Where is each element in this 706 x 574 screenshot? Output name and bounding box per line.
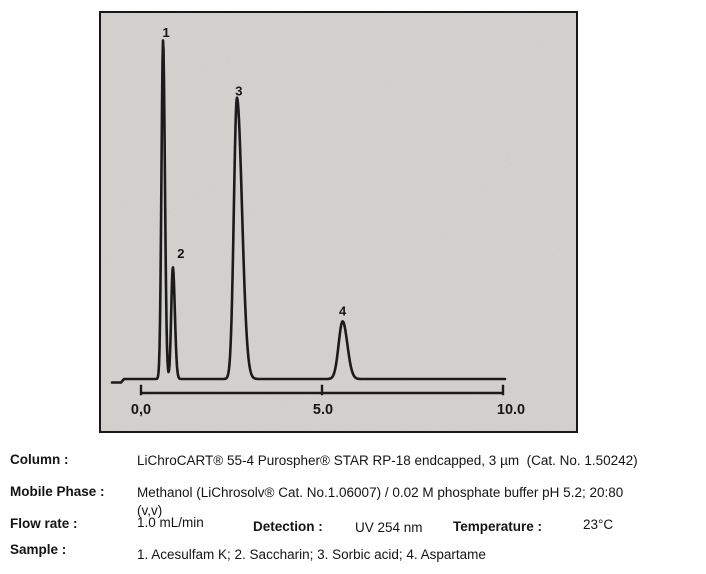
column-label: Column :	[10, 452, 69, 467]
detection-label: Detection :	[253, 519, 323, 534]
x-tick-label-10: 10.0	[497, 402, 525, 418]
peak-labels: 1 2 3 4	[162, 25, 347, 318]
peak-label-3: 3	[235, 84, 242, 99]
temperature-value: 23°C	[583, 517, 614, 532]
mobile-phase-value-line2: (v,v)	[137, 503, 163, 518]
mobile-phase-value-line1: Methanol (LiChrosolv® Cat. No.1.06007) /…	[137, 485, 624, 500]
chromatogram-trace	[110, 39, 507, 384]
flow-rate-label: Flow rate :	[10, 516, 78, 531]
detection-value: UV 254 nm	[355, 520, 423, 535]
scan-noise-texture	[101, 13, 576, 431]
temperature-label: Temperature :	[453, 519, 543, 534]
sample-value: 1. Acesulfam K; 2. Saccharin; 3. Sorbic …	[137, 547, 486, 562]
sample-label: Sample :	[10, 542, 67, 557]
peak-label-1: 1	[162, 25, 169, 40]
peak-label-2: 2	[177, 246, 184, 261]
column-value: LiChroCART® 55-4 Purospher® STAR RP-18 e…	[137, 453, 638, 468]
x-axis	[139, 384, 505, 396]
mobile-phase-label: Mobile Phase :	[10, 484, 105, 499]
x-tick-label-5: 5.0	[313, 402, 333, 418]
peak-label-4: 4	[339, 303, 347, 318]
x-axis-tick-labels: 0,0 5.0 10.0	[131, 402, 525, 418]
x-tick-label-0: 0,0	[131, 402, 151, 418]
chromatogram-panel: 0,0 5.0 10.0 1 2 3 4	[99, 11, 578, 433]
chromatogram-plot: 0,0 5.0 10.0 1 2 3 4	[101, 13, 576, 431]
flow-rate-value: 1.0 mL/min	[137, 515, 204, 530]
